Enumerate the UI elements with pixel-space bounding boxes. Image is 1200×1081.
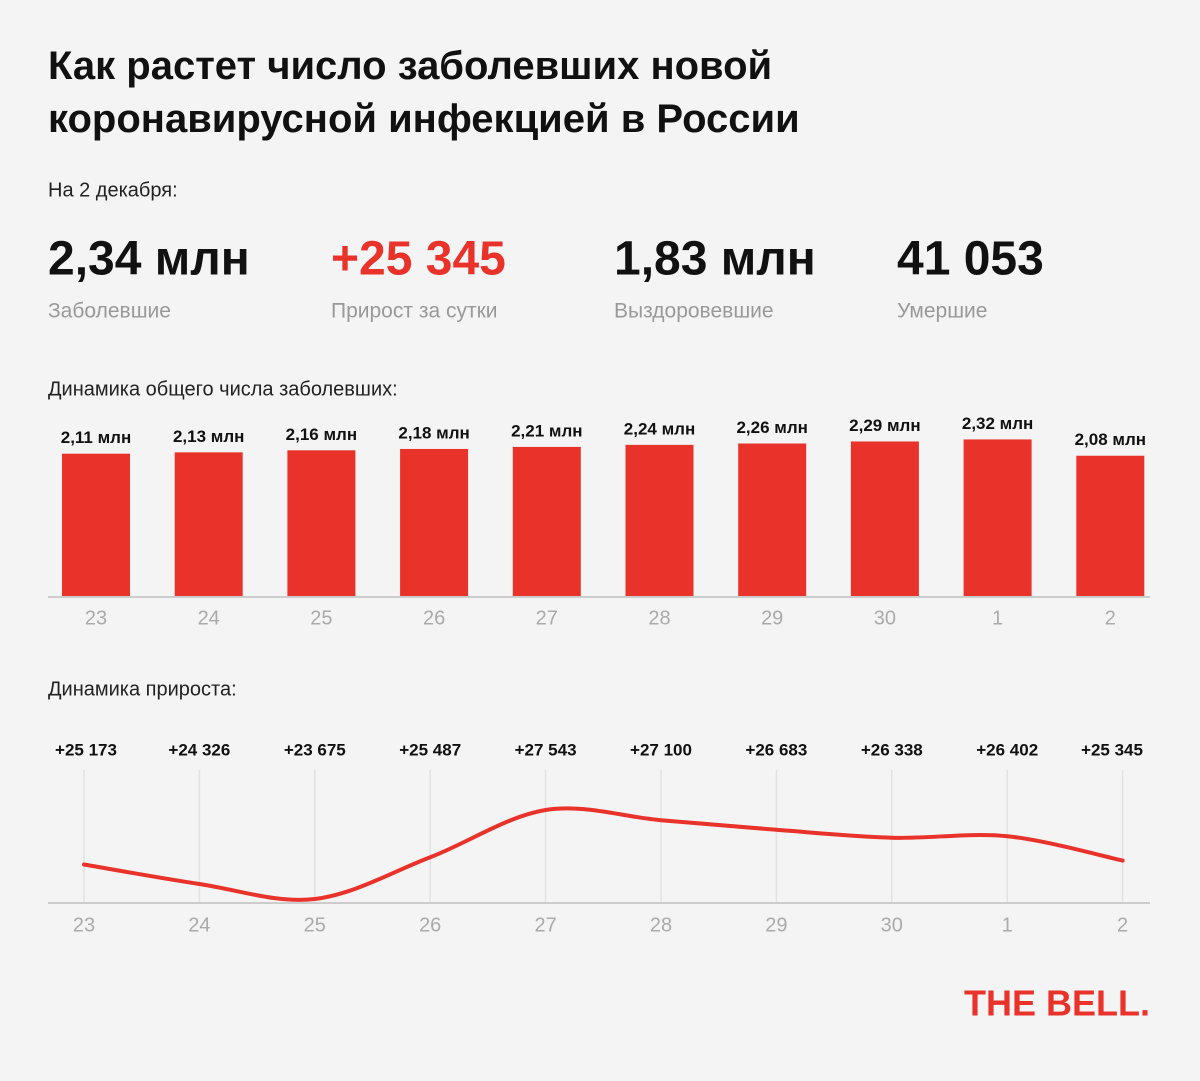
x-tick-label: 26 [423, 607, 445, 629]
x-tick-label: 2 [1105, 607, 1116, 629]
x-tick-label: 25 [304, 914, 326, 936]
bar [963, 439, 1032, 597]
value-label: +25 173 [55, 740, 117, 759]
bar [1076, 455, 1145, 597]
value-label: +27 543 [515, 740, 577, 759]
value-label: +26 338 [861, 740, 923, 759]
chart-title: Динамика прироста: [48, 678, 237, 700]
value-label: 2,26 млн [736, 418, 807, 437]
stat-value: +25 345 [331, 233, 506, 286]
bar [287, 450, 356, 597]
bar [850, 441, 919, 597]
value-label: 2,32 млн [962, 414, 1033, 433]
x-tick-label: 30 [881, 914, 903, 936]
x-tick-label: 24 [198, 607, 220, 629]
stat-label: Прирост за сутки [331, 300, 498, 323]
stat-label: Заболевшие [48, 300, 171, 323]
value-label: +26 402 [976, 740, 1038, 759]
x-tick-label: 26 [419, 914, 441, 936]
x-tick-label: 28 [648, 607, 670, 629]
subtitle: На 2 декабря: [48, 179, 178, 201]
value-label: 2,29 млн [849, 416, 920, 435]
stat-label: Выздоровевшие [614, 300, 774, 323]
value-label: 2,24 млн [624, 419, 695, 438]
x-tick-label: 28 [650, 914, 672, 936]
bar [625, 444, 694, 597]
x-tick-label: 29 [761, 607, 783, 629]
value-label: +27 100 [630, 740, 692, 759]
value-label: +26 683 [745, 740, 807, 759]
value-label: 2,18 млн [398, 423, 469, 442]
x-tick-label: 23 [73, 914, 95, 936]
value-label: 2,08 млн [1075, 430, 1146, 449]
x-tick-label: 27 [536, 607, 558, 629]
value-label: 2,13 млн [173, 427, 244, 446]
x-tick-label: 27 [534, 914, 556, 936]
x-tick-label: 29 [765, 914, 787, 936]
bar [174, 452, 243, 597]
x-tick-label: 25 [310, 607, 332, 629]
value-label: 2,11 млн [61, 428, 132, 447]
stat-value: 41 053 [897, 233, 1044, 286]
value-label: +23 675 [284, 740, 346, 759]
value-label: 2,16 млн [286, 425, 357, 444]
bar [512, 446, 581, 597]
line [82, 806, 1125, 902]
value-label: +24 326 [168, 740, 230, 759]
title: Как растет число заболевших новой корона… [48, 44, 800, 141]
bar [62, 453, 130, 597]
stat-label: Умершие [897, 300, 987, 323]
x-tick-label: 1 [992, 607, 1003, 629]
value-label: 2,21 млн [511, 421, 582, 440]
bar [738, 443, 807, 597]
x-tick-label: 24 [188, 914, 210, 936]
value-label: +25 487 [399, 740, 461, 759]
chart-title: Динамика общего числа заболевших: [48, 378, 398, 400]
x-tick-label: 23 [85, 607, 107, 629]
bar [400, 448, 469, 597]
stat-value: 1,83 млн [614, 233, 816, 286]
x-tick-label: 30 [874, 607, 896, 629]
value-label: +25 345 [1081, 740, 1143, 759]
x-tick-label: 1 [1002, 914, 1013, 936]
logo: THE BELL. [964, 983, 1150, 1024]
stat-value: 2,34 млн [48, 233, 250, 286]
x-tick-label: 2 [1117, 914, 1128, 936]
